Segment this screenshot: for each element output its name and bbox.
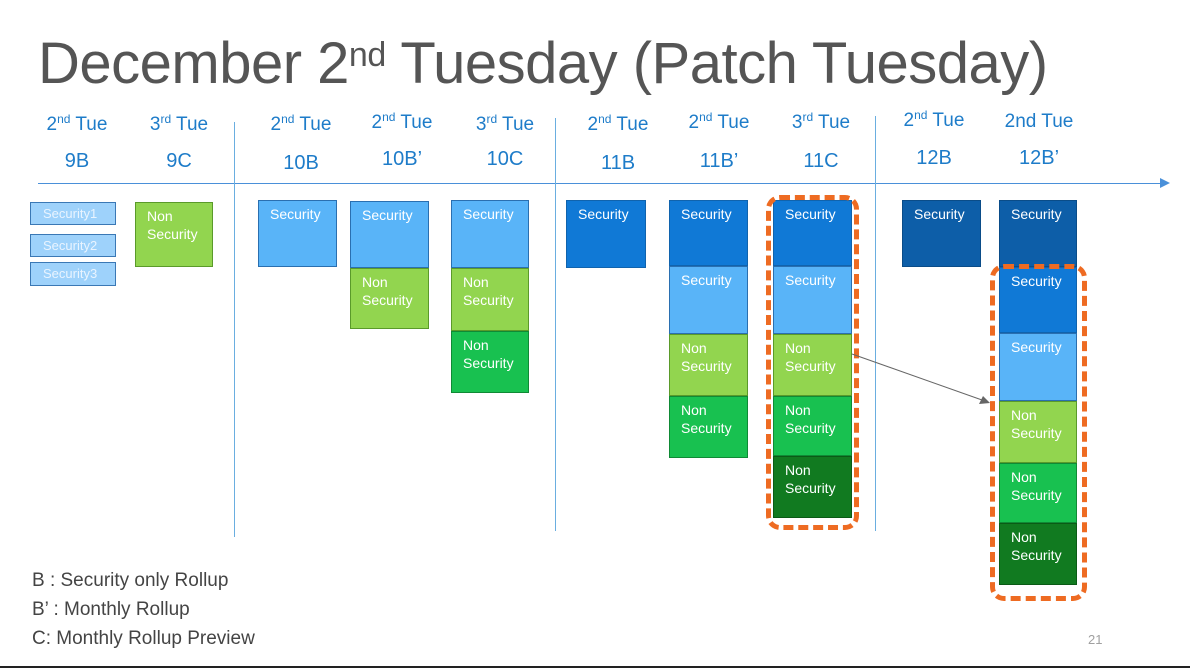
update-box-security: Security	[451, 200, 529, 268]
update-box-security: Security	[669, 266, 748, 334]
update-box-non-security: Non Security	[451, 268, 529, 331]
update-box-security: Security	[999, 267, 1077, 333]
title-main: December 2	[38, 31, 349, 96]
tue-number: 2	[587, 114, 599, 135]
tue-number: 2	[688, 112, 700, 133]
tue-suffix: nd	[281, 112, 295, 126]
tue-word: Tue	[497, 114, 535, 135]
release-code: 12B’	[1018, 147, 1060, 169]
tue-word: 2nd Tue	[1004, 111, 1074, 132]
release-code: 11B	[600, 152, 636, 174]
tue-suffix: rd	[486, 112, 498, 126]
timeline-axis	[38, 183, 1160, 184]
update-box-security: Security	[566, 200, 646, 268]
tue-word: Tue	[813, 112, 851, 133]
update-box-security: Security	[999, 200, 1077, 267]
tue-number: 2	[371, 112, 383, 133]
page-title: December 2nd Tuesday (Patch Tuesday)	[38, 30, 1048, 97]
month-divider-dec	[875, 116, 876, 531]
column-header-10B: 2nd Tue 10B	[266, 112, 336, 175]
update-box-security: Security	[669, 200, 748, 266]
column-header-11C: 3rd Tue 11C	[786, 110, 856, 173]
tue-number: 2	[270, 114, 282, 135]
tue-number: 2	[46, 114, 58, 135]
update-box-security2: Security2	[30, 234, 116, 257]
update-box-security: Security	[258, 200, 337, 267]
tue-number: 3	[791, 112, 803, 133]
tue-number: 2	[903, 110, 915, 131]
update-box-non-security: Non Security	[350, 268, 429, 329]
update-box-security: Security	[350, 201, 429, 268]
tue-word: Tue	[395, 112, 433, 133]
month-divider-oct	[555, 118, 556, 531]
update-box-security: Security	[999, 333, 1077, 401]
tue-number: 3	[475, 114, 487, 135]
update-box-non-security: Non Security	[773, 396, 852, 456]
legend-bprime: B’ : Monthly Rollup	[32, 599, 190, 620]
title-superscript: nd	[348, 36, 386, 74]
highlight-11C-cumulative	[766, 195, 859, 530]
tue-number: 3	[149, 114, 161, 135]
column-header-9C: 3rd Tue 9C	[143, 112, 215, 173]
column-header-10Bprime: 2nd Tue 10B’	[367, 110, 437, 171]
column-header-11Bprime: 2nd Tue 11B’	[684, 110, 754, 173]
update-box-non-security: Non Security	[999, 401, 1077, 463]
tue-suffix: nd	[914, 108, 928, 122]
tue-word: Tue	[927, 110, 965, 131]
update-box-security: Security	[902, 200, 981, 267]
update-box-security1: Security1	[30, 202, 116, 225]
tue-suffix: rd	[802, 110, 814, 124]
month-divider-nov	[234, 122, 235, 537]
tue-suffix: nd	[699, 110, 713, 124]
tue-word: Tue	[70, 114, 108, 135]
highlight-12Bprime-cumulative	[990, 264, 1087, 601]
release-code: 10B’	[381, 148, 423, 170]
update-box-non-security: Non Security	[451, 331, 529, 393]
column-header-12B: 2nd Tue 12B	[899, 108, 969, 170]
update-box-security3: Security3	[30, 262, 116, 286]
release-code: 9B	[64, 150, 90, 172]
tue-word: Tue	[712, 112, 750, 133]
tue-word: Tue	[171, 114, 209, 135]
update-box-non-security: Non Security	[999, 463, 1077, 523]
tue-suffix: rd	[160, 112, 172, 126]
slide-bottom-border	[0, 666, 1190, 668]
release-code: 9C	[166, 150, 192, 172]
column-header-10C: 3rd Tue 10C	[470, 112, 540, 171]
tue-suffix: nd	[598, 112, 612, 126]
release-code: 12B	[916, 147, 952, 169]
page-number: 21	[1088, 632, 1103, 647]
update-box-non-security: Non Security	[773, 456, 852, 518]
tue-word: Tue	[611, 114, 649, 135]
timeline-arrowhead-icon	[1160, 178, 1170, 188]
release-code: 11C	[803, 150, 839, 172]
update-box-security: Security	[773, 200, 852, 266]
title-rest: Tuesday (Patch Tuesday)	[385, 31, 1048, 96]
release-code: 10C	[486, 148, 524, 170]
release-code: 11B’	[699, 150, 739, 172]
update-box-security: Security	[773, 266, 852, 334]
update-box-non-security: Non Security	[999, 523, 1077, 585]
tue-word: Tue	[294, 114, 332, 135]
column-header-12Bprime: 2nd Tue 12B’	[1000, 111, 1078, 170]
update-box-non-security: Non Security	[669, 334, 748, 396]
update-box-non-security: Non Security	[135, 202, 213, 267]
legend-b: B : Security only Rollup	[32, 570, 229, 591]
release-code: 10B	[283, 152, 319, 174]
tue-suffix: nd	[382, 110, 396, 124]
legend-c: C: Monthly Rollup Preview	[32, 628, 255, 649]
column-header-9B: 2nd Tue 9B	[42, 112, 112, 173]
update-box-non-security: Non Security	[773, 334, 852, 396]
tue-suffix: nd	[57, 112, 71, 126]
column-header-11B: 2nd Tue 11B	[583, 112, 653, 175]
update-box-non-security: Non Security	[669, 396, 748, 458]
